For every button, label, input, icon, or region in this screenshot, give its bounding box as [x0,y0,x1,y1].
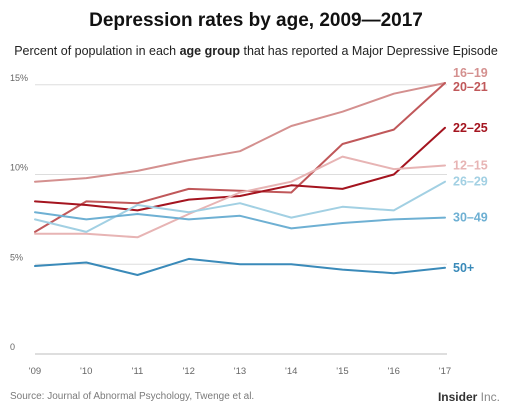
chart-title: Depression rates by age, 2009—2017 [89,10,423,31]
x-tick-label: '10 [80,366,92,377]
x-tick-label: '11 [132,366,144,377]
subtitle-text-before: Percent of population in each [14,44,180,58]
series-line [34,180,446,233]
series-label: 26–29 [453,175,488,189]
series-label: 16–19 [453,66,488,80]
series-label: 50+ [453,261,474,275]
x-tick-label: '13 [234,366,246,377]
series-label: 30–49 [453,211,488,225]
series-line [34,82,446,233]
brand-name: Insider [437,390,478,404]
subtitle-text-after: that has reported a Major Depressive Epi… [240,44,498,58]
series-line [34,126,446,212]
x-tick-label: '16 [388,366,400,377]
chart-subtitle: Percent of population in each age group … [0,44,512,58]
series-line [34,257,446,276]
y-tick-label: 0 [10,342,15,352]
x-tick-label: '17 [439,366,451,377]
x-tick-label: '09 [29,366,41,377]
x-tick-label: '15 [336,366,348,377]
series-label: 22–25 [453,121,488,135]
series-label: 20–21 [453,80,488,94]
series-line [34,211,446,230]
series-line [34,155,446,239]
brand-logo: Insider Inc. [438,390,500,404]
y-tick-label: 10% [10,163,28,173]
x-tick-label: '12 [183,366,195,377]
series-label: 12–15 [453,159,488,173]
x-tick-label: '14 [285,366,297,377]
subtitle-text-bold: age group [179,44,241,58]
y-tick-label: 5% [10,252,23,262]
brand-suffix: Inc. [477,390,500,404]
source-note: Source: Journal of Abnormal Psychology, … [10,391,255,402]
y-tick-label: 15% [10,73,28,83]
series-line [34,82,446,183]
